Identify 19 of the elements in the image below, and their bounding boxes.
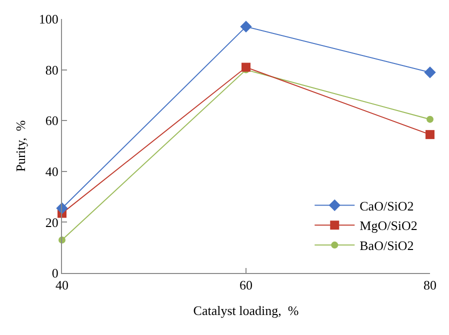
legend-label: MgO/SiO2	[360, 218, 418, 234]
x-tick-label: 60	[240, 278, 252, 293]
legend-label: BaO/SiO2	[360, 238, 414, 254]
x-tick-label: 40	[56, 278, 68, 293]
point	[242, 62, 250, 72]
point	[424, 66, 436, 78]
x-axis-title: Catalyst loading, %	[193, 303, 299, 318]
legend-label: CaO/SiO2	[360, 198, 414, 214]
y-tick-label: 60	[45, 113, 58, 128]
y-tick-label: 20	[45, 214, 58, 230]
y-tick-label: 80	[45, 62, 58, 78]
y-tick-label: 0	[52, 266, 58, 281]
point	[240, 20, 252, 32]
y-axis-title: Purity, %	[12, 120, 28, 172]
x-tick-label: 80	[424, 278, 436, 293]
point	[426, 116, 434, 123]
point	[426, 130, 434, 140]
y-tick-label: 40	[45, 164, 58, 179]
y-tick-label: 100	[38, 12, 58, 27]
